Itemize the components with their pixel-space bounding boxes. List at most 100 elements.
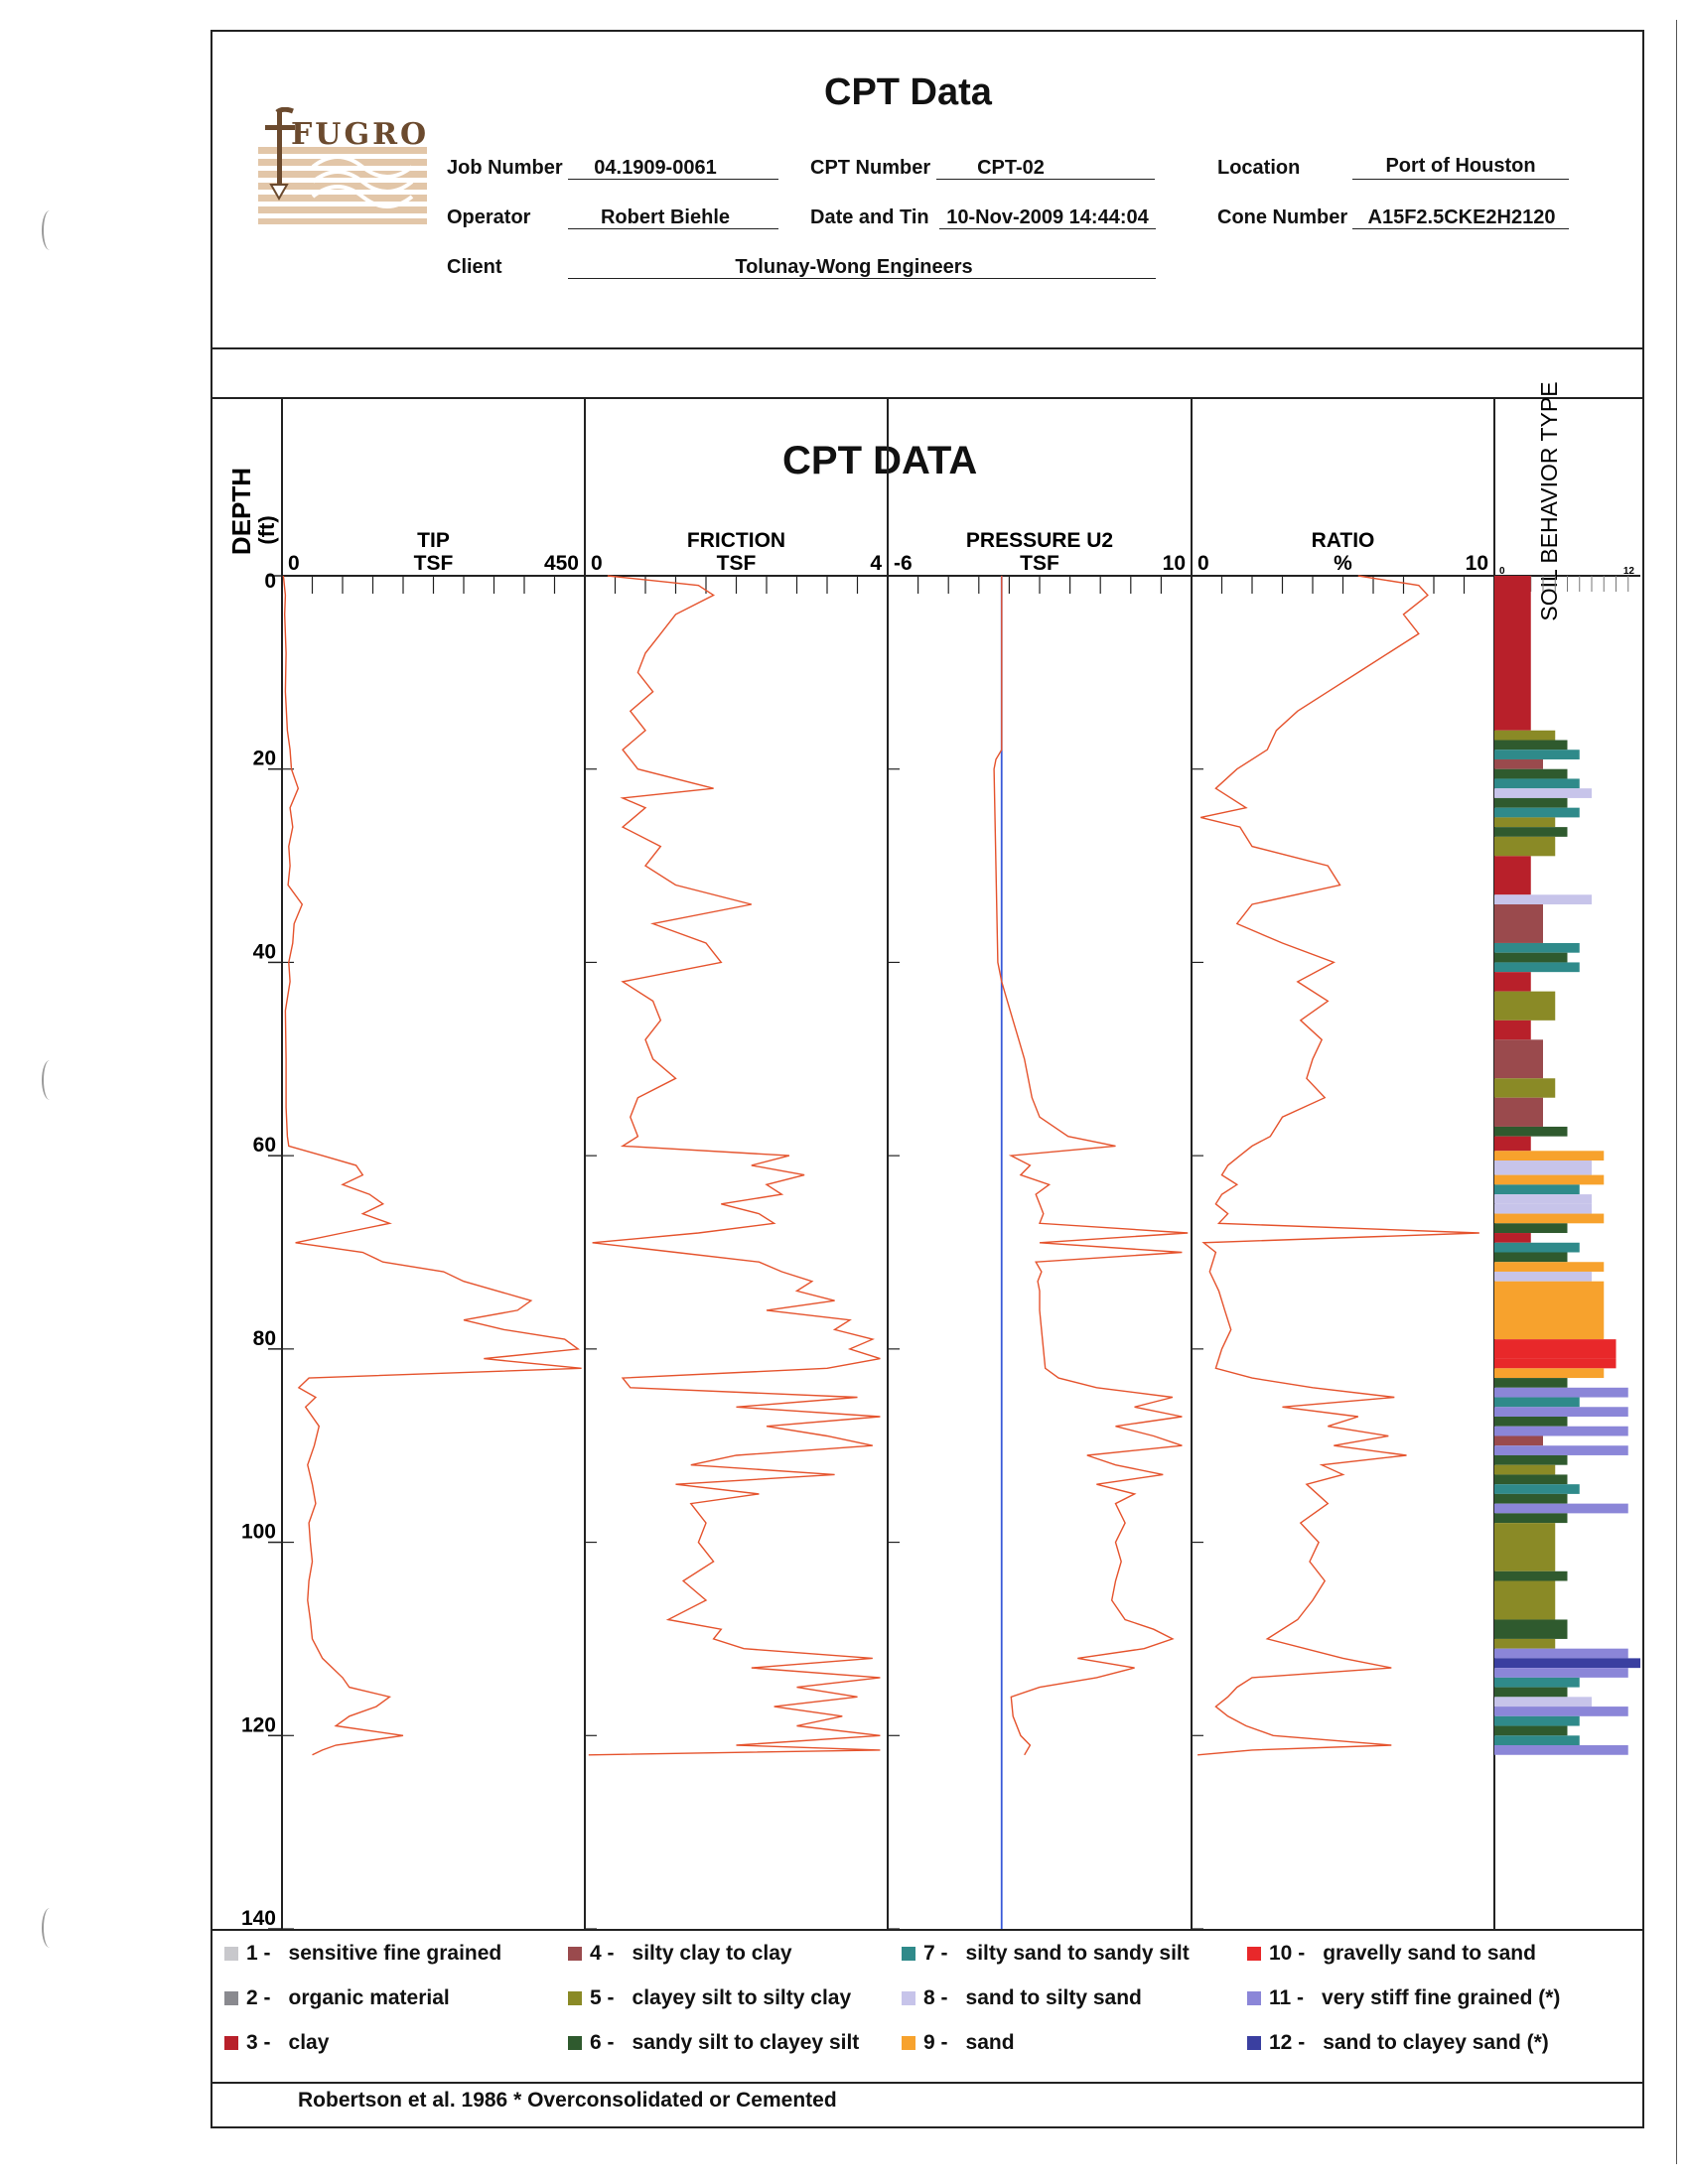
track-max-label: 10 — [1163, 552, 1186, 575]
sbt-band — [1494, 1435, 1543, 1446]
legend-swatch — [568, 1947, 582, 1961]
legend-label: clay — [288, 2031, 330, 2054]
legend-number: 10 - — [1269, 1942, 1306, 1965]
track-name: PRESSURE U2 — [966, 529, 1113, 552]
fugro-logo: FUGRO — [253, 106, 432, 226]
sbt-band — [1494, 807, 1580, 818]
sbt-band — [1494, 1203, 1592, 1214]
track-unit: TSF — [414, 552, 454, 575]
track-max-label: 10 — [1466, 552, 1488, 575]
sbt-band — [1494, 758, 1543, 769]
page-title: CPT Data — [824, 71, 992, 113]
sbt-band — [1494, 1242, 1580, 1253]
sbt-band — [1494, 1136, 1531, 1152]
sbt-band — [1494, 1174, 1605, 1185]
legend-swatch — [568, 1991, 582, 2005]
sbt-band — [1494, 1648, 1628, 1659]
legend-swatch — [224, 2036, 238, 2050]
depth-tick-label: 20 — [253, 748, 276, 770]
series-line-friction — [588, 575, 881, 1756]
legend-top-divider — [211, 1929, 1642, 1931]
sbt-band — [1494, 1339, 1617, 1359]
legend-item: 1 - sensitive fine grained — [224, 1942, 501, 1966]
sbt-band — [1494, 1523, 1556, 1571]
legend-label: sandy silt to clayey silt — [632, 2031, 860, 2054]
sbt-band — [1494, 904, 1543, 943]
punch-hole — [42, 1908, 58, 1948]
sbt-band — [1494, 730, 1556, 741]
legend-label: sand to silty sand — [965, 1986, 1142, 2009]
legend-number: 7 - — [923, 1942, 948, 1965]
track-name: RATIO — [1312, 529, 1375, 552]
client-label: Client — [447, 256, 502, 278]
sbt-band — [1494, 1484, 1580, 1494]
sbt-band — [1494, 1151, 1605, 1161]
sbt-band — [1494, 952, 1568, 963]
header-divider — [211, 347, 1642, 349]
sbt-band — [1494, 1503, 1628, 1514]
track-min-label: 0 — [591, 552, 603, 575]
cpt-number-label: CPT Number — [810, 157, 931, 179]
logo-text: FUGRO — [291, 117, 430, 152]
sbt-band — [1494, 827, 1568, 837]
sbt-band — [1494, 1570, 1568, 1581]
legend-number: 3 - — [246, 2031, 271, 2054]
sbt-max-label: 12 — [1623, 566, 1635, 577]
legend-label: silty clay to clay — [632, 1942, 792, 1965]
sbt-band — [1494, 1513, 1568, 1524]
sbt-band — [1494, 1658, 1640, 1669]
depth-tick-label: 60 — [253, 1134, 276, 1157]
depth-tick-label: 80 — [253, 1327, 276, 1350]
location-label: Location — [1217, 157, 1301, 179]
legend-number: 2 - — [246, 1986, 271, 2009]
sbt-band — [1494, 1407, 1628, 1418]
legend-label: silty sand to sandy silt — [965, 1942, 1190, 1965]
sbt-band — [1494, 1677, 1580, 1688]
sbt-band — [1494, 991, 1556, 1021]
legend-item: 12 - sand to clayey sand (*) — [1247, 2031, 1549, 2055]
legend-item: 9 - sand — [902, 2031, 1015, 2055]
legend-swatch — [1247, 1991, 1261, 2005]
operator-value: Robert Biehle — [600, 206, 731, 228]
depth-tick-label: 100 — [241, 1521, 276, 1544]
page-edge-line — [1676, 20, 1677, 2164]
track-min-label: 0 — [1197, 552, 1209, 575]
sbt-band — [1494, 1619, 1568, 1639]
track-max-label: 4 — [870, 552, 882, 575]
sbt-band — [1494, 1184, 1580, 1195]
location-underline — [1352, 179, 1569, 180]
legend-swatch — [902, 1991, 915, 2005]
sbt-band — [1494, 1387, 1628, 1398]
logo-graphic — [258, 106, 427, 224]
sbt-band — [1494, 1020, 1531, 1040]
sbt-band — [1494, 962, 1580, 973]
sbt-band — [1494, 1252, 1568, 1263]
legend-item: 3 - clay — [224, 2031, 329, 2055]
sbt-band — [1494, 576, 1531, 731]
punch-hole — [42, 210, 58, 250]
legend-number: 4 - — [590, 1942, 615, 1965]
legend-number: 12 - — [1269, 2031, 1306, 2054]
sbt-band — [1494, 750, 1580, 759]
legend-swatch — [1247, 1947, 1261, 1961]
sbt-band — [1494, 1474, 1568, 1485]
depth-tick-label: 120 — [241, 1713, 276, 1736]
legend-number: 11 - — [1269, 1986, 1305, 2009]
legend-swatch — [902, 2036, 915, 2050]
sbt-band — [1494, 942, 1580, 953]
sbt-band — [1494, 836, 1556, 857]
client-value: Tolunay-Wong Engineers — [735, 256, 973, 278]
legend-swatch — [224, 1991, 238, 2005]
sbt-band — [1494, 1745, 1628, 1755]
legend-label: sensitive fine grained — [288, 1942, 502, 1965]
sbt-band — [1494, 1697, 1592, 1707]
sbt-band — [1494, 894, 1592, 905]
legend-item: 6 - sandy silt to clayey silt — [568, 2031, 859, 2055]
sbt-band — [1494, 1735, 1580, 1746]
series-line-tip — [282, 575, 582, 1756]
track-unit: TSF — [717, 552, 757, 575]
legend-label: clayey silt to silty clay — [632, 1986, 852, 2009]
date-label: Date and Tin — [810, 206, 929, 228]
legend-number: 5 - — [590, 1986, 615, 2009]
sbt-band — [1494, 1262, 1605, 1272]
